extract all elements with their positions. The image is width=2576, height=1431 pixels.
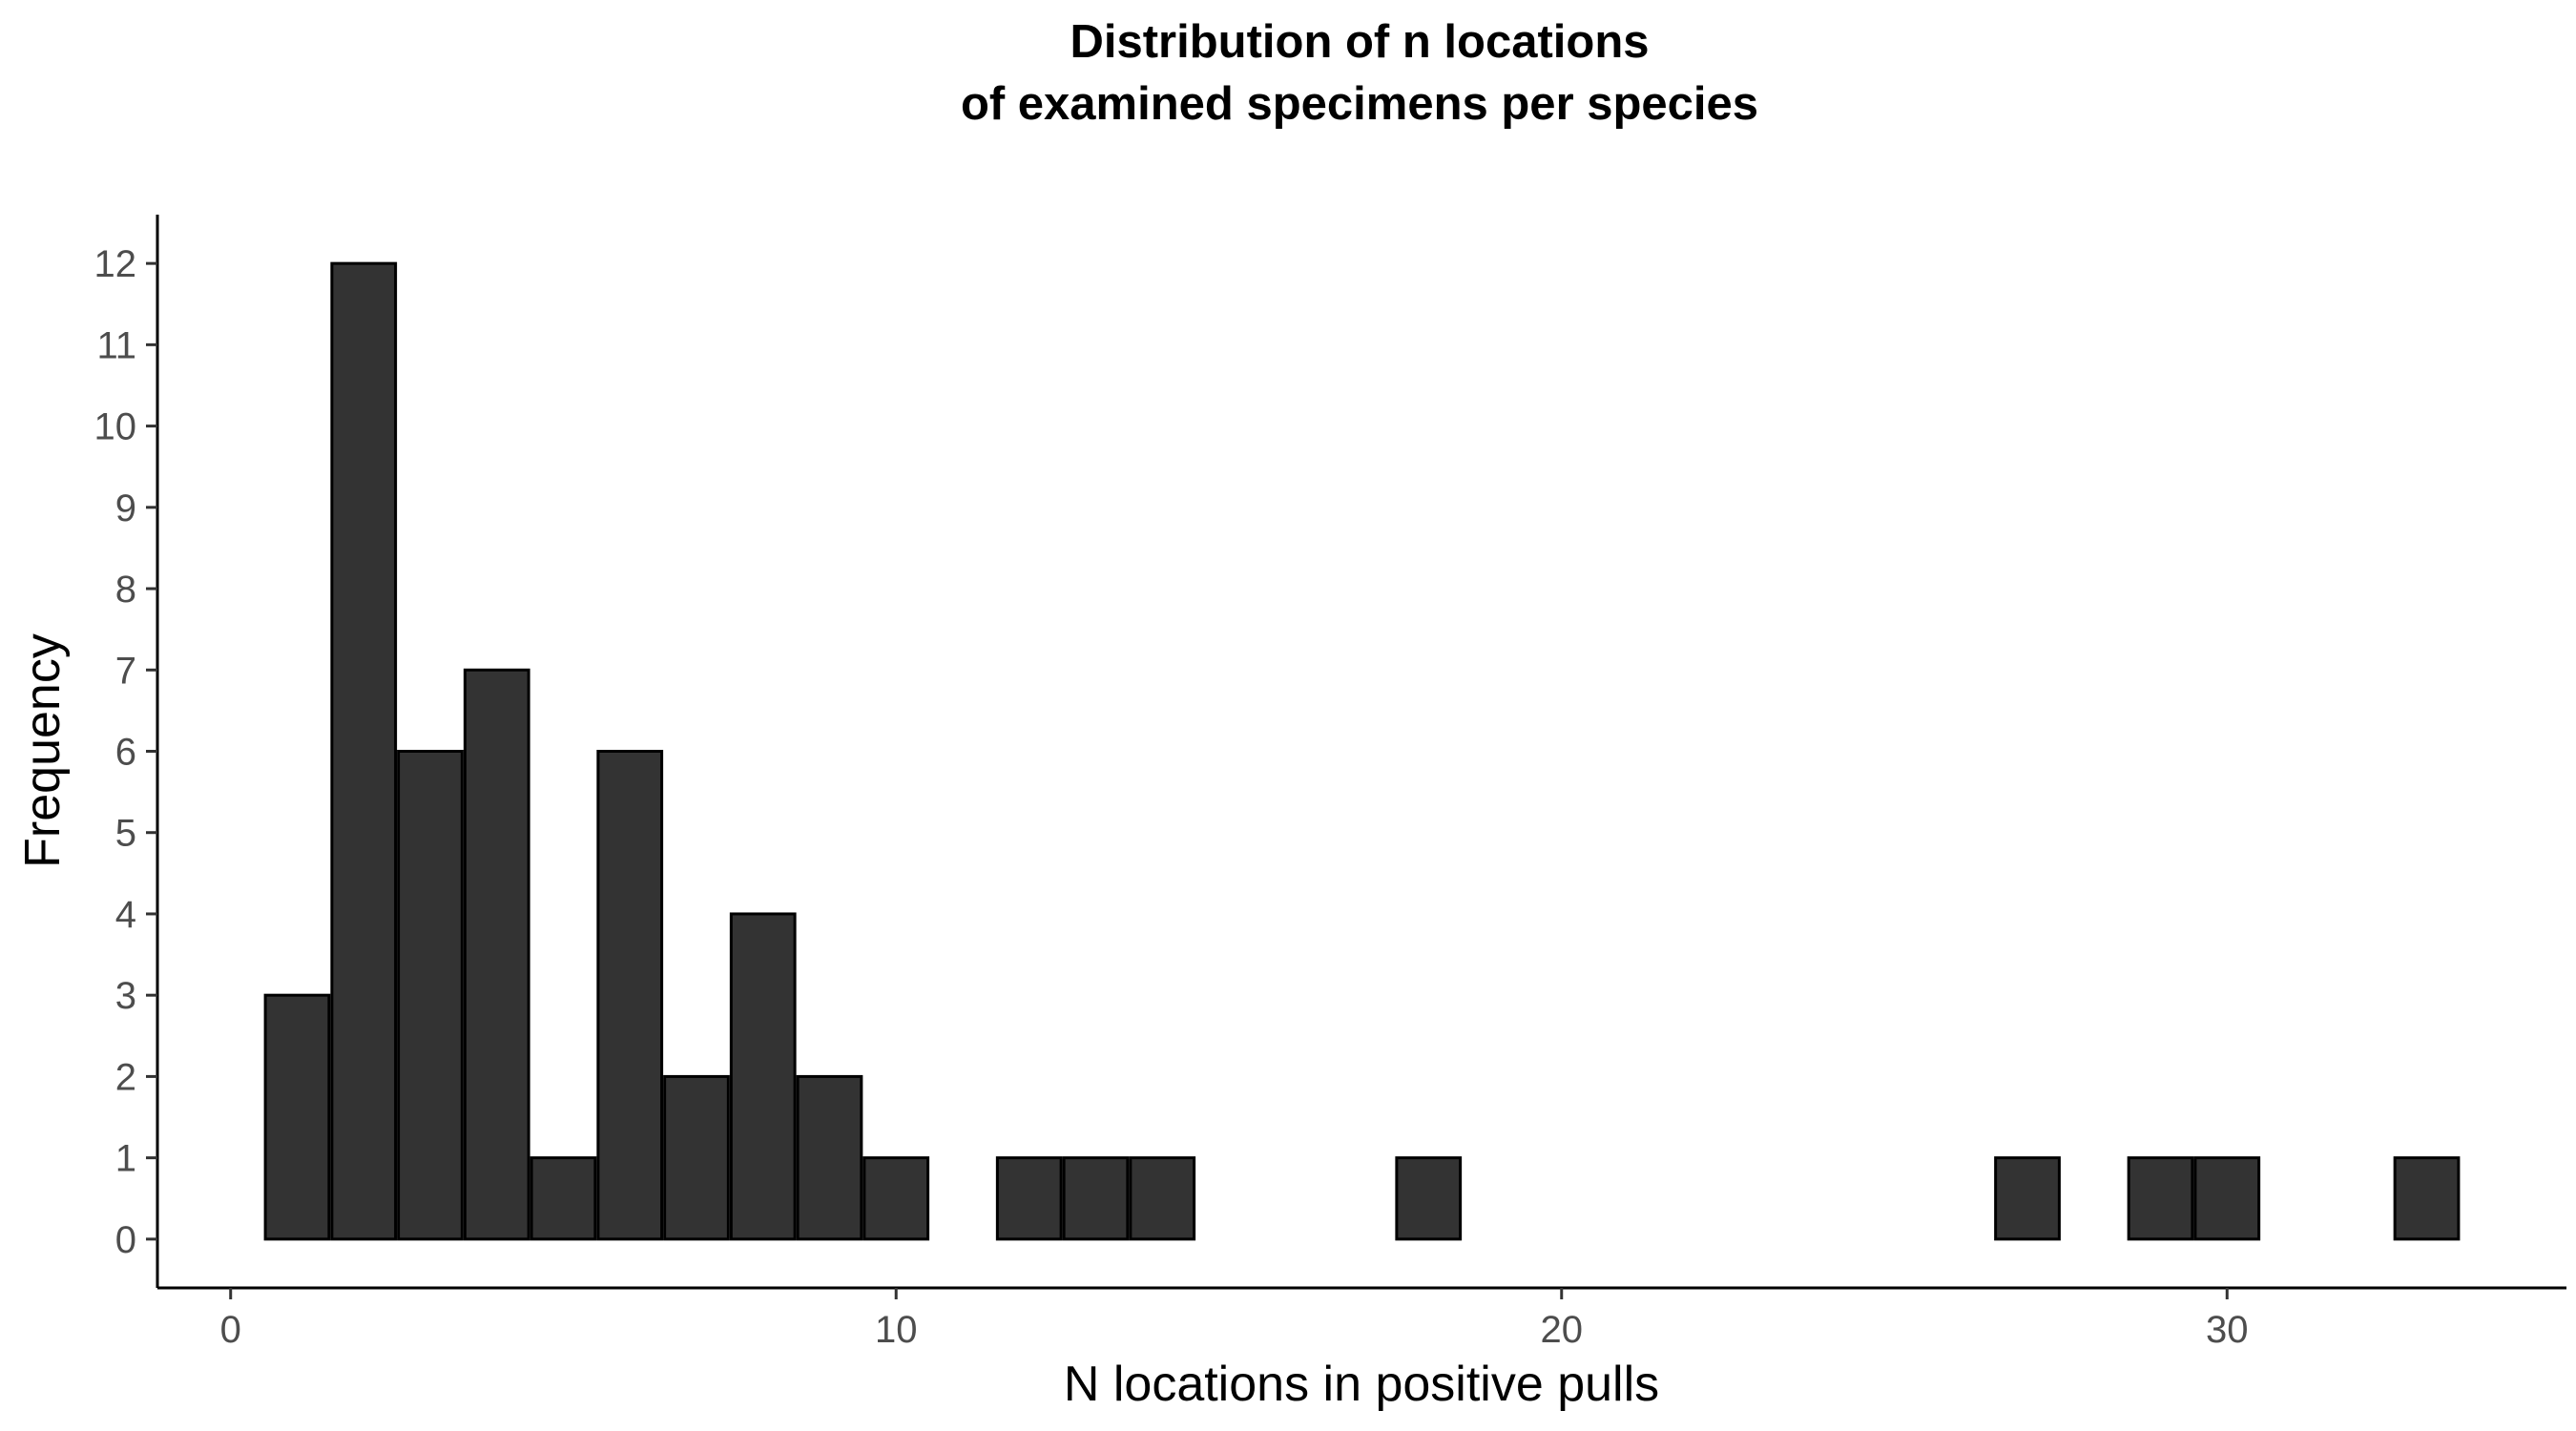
histogram-bar [995, 1156, 1063, 1241]
histogram-bar [862, 1156, 930, 1241]
y-tick-label: 11 [96, 324, 136, 366]
y-tick-label: 12 [94, 243, 137, 285]
y-tick-label: 0 [115, 1219, 136, 1261]
y-axis-title: Frequency [15, 633, 71, 868]
y-tick-label: 5 [115, 813, 136, 855]
x-tick-label: 20 [1541, 1309, 1584, 1351]
histogram-bar [330, 261, 398, 1241]
x-axis-title: N locations in positive pulls [1064, 1357, 1659, 1412]
bars-layer [263, 261, 2461, 1241]
histogram-bar [263, 993, 331, 1241]
histogram-bar [1994, 1156, 2061, 1241]
histogram-bar [1129, 1156, 1196, 1241]
histogram-bar [796, 1074, 863, 1241]
x-tick-label: 10 [875, 1309, 918, 1351]
x-tick-label: 30 [2206, 1309, 2249, 1351]
histogram-bar [530, 1156, 597, 1241]
histogram-bar [397, 750, 464, 1241]
x-tick-label: 0 [220, 1309, 241, 1351]
histogram-bar [463, 668, 530, 1241]
y-tick-label: 10 [94, 406, 137, 448]
chart-subtitle: of examined specimens per species [961, 78, 1758, 130]
histogram-bar [729, 912, 797, 1241]
histogram-bar [2127, 1156, 2194, 1241]
y-tick-label: 8 [115, 569, 136, 611]
chart-title: Distribution of n locations [1070, 16, 1649, 68]
y-tick-label: 1 [115, 1138, 136, 1180]
y-tick-label: 4 [115, 894, 136, 936]
histogram-bar [663, 1074, 730, 1241]
histogram-bar [596, 750, 664, 1241]
histogram-bar [1395, 1156, 1463, 1241]
y-tick-label: 7 [115, 650, 136, 692]
y-tick-label: 2 [115, 1056, 136, 1098]
histogram-bar [1062, 1156, 1130, 1241]
y-tick-label: 3 [115, 975, 136, 1017]
histogram-bar [2193, 1156, 2261, 1241]
histogram-bar [2393, 1156, 2461, 1241]
x-ticks-layer: 0 10 20 30 [220, 1288, 2249, 1351]
y-tick-label: 6 [115, 732, 136, 774]
y-tick-label: 9 [115, 487, 136, 529]
